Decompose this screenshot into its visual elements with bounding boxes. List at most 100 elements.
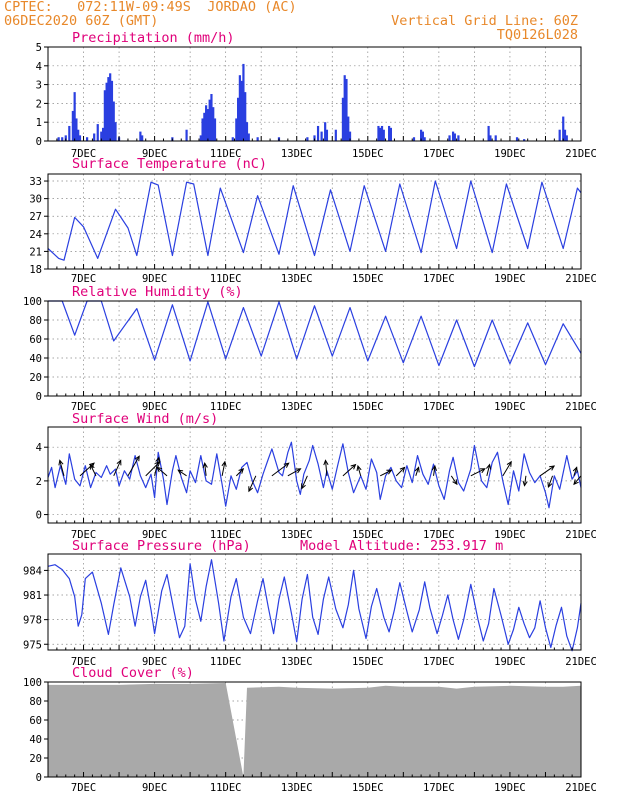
precip-bar: [203, 112, 206, 141]
precip-bar: [231, 137, 234, 141]
precip-bar: [206, 109, 209, 141]
y-tick-label: 21: [29, 246, 42, 258]
wind-arrowhead: [549, 465, 556, 471]
x-tick-label: 15DEC: [352, 529, 384, 541]
y-tick-label: 2: [36, 476, 42, 488]
x-tick-label: 9DEC: [142, 401, 167, 413]
y-tick-label: 100: [23, 677, 42, 689]
precip-bar: [71, 110, 74, 141]
x-tick-label: 19DEC: [494, 656, 526, 668]
precip-bar: [185, 129, 188, 141]
x-tick-label: 17DEC: [423, 401, 455, 413]
y-tick-label: 40: [29, 353, 42, 365]
y-tick-label: 984: [23, 565, 42, 577]
panel-title: Surface Pressure (hPa): [72, 538, 251, 554]
wind-vector: [89, 464, 97, 477]
y-tick-label: 40: [29, 734, 42, 746]
precip-bar: [57, 137, 60, 141]
x-tick-label: 13DEC: [281, 782, 313, 794]
precip-bar: [247, 133, 250, 141]
precip-bar: [494, 135, 497, 141]
precip-bar: [110, 80, 114, 141]
precip-bar: [565, 135, 568, 141]
wind-arrowhead: [116, 459, 122, 466]
precip-bar: [242, 63, 245, 141]
wind-vector: [59, 460, 65, 476]
x-tick-label: 15DEC: [352, 273, 384, 285]
y-tick-label: 5: [36, 42, 42, 54]
wind-arrowhead: [350, 463, 357, 470]
precip-bar: [103, 90, 106, 141]
precip-bar: [139, 131, 142, 141]
precip-bar: [343, 75, 346, 141]
x-tick-label: 17DEC: [423, 273, 455, 285]
precip-bar: [453, 133, 456, 141]
y-tick-label: 0: [36, 136, 42, 148]
y-tick-label: 1: [36, 117, 42, 129]
precip-bar: [379, 127, 382, 141]
wind-vector: [325, 460, 328, 476]
header-grid-note: Vertical Grid Line: 60Z: [391, 13, 578, 29]
series-line: [47, 180, 582, 261]
x-tick-label: 15DEC: [352, 782, 384, 794]
cloud-area: [48, 683, 581, 777]
precip-bar: [341, 97, 345, 141]
x-tick-label: 11DEC: [210, 782, 242, 794]
wind-vector: [524, 475, 527, 486]
series-line: [48, 300, 582, 368]
precip-bar: [100, 131, 103, 141]
precip-bar: [423, 137, 426, 141]
wind-arrowhead: [522, 480, 528, 487]
wind-arrowhead: [202, 462, 208, 469]
wind-vector: [450, 475, 458, 485]
precip-bar: [245, 122, 249, 141]
x-tick-label: 21DEC: [565, 782, 597, 794]
wind-arrowhead: [323, 459, 329, 466]
wind-vector: [113, 460, 122, 477]
precip-bar: [237, 97, 240, 141]
y-tick-label: 100: [23, 296, 42, 308]
y-tick-label: 60: [29, 715, 42, 727]
precip-bar: [256, 137, 259, 141]
x-tick-label: 9DEC: [142, 273, 167, 285]
precip-bar: [377, 125, 380, 141]
series-line: [47, 441, 582, 509]
panel-title: Precipitation (mm/h): [72, 30, 235, 46]
x-tick-label: 7DEC: [71, 401, 96, 413]
wind-vector: [415, 467, 420, 477]
wind-vector: [539, 465, 555, 477]
wind-arrowhead: [506, 460, 512, 467]
precip-bar: [244, 92, 247, 141]
precip-bar: [562, 116, 565, 141]
header-date: 06DEC2020 60Z (GMT): [4, 13, 159, 29]
wind-arrowhead: [221, 460, 227, 467]
precip-bar: [380, 125, 384, 141]
wind-vector: [486, 464, 491, 476]
precip-bar: [141, 135, 144, 141]
y-tick-label: 0: [36, 772, 42, 784]
precip-bar: [382, 129, 385, 141]
y-tick-label: 33: [29, 176, 42, 188]
x-tick-label: 17DEC: [423, 656, 455, 668]
precip-bar: [348, 131, 352, 141]
precip-bar: [96, 124, 99, 141]
x-tick-label: 11DEC: [210, 529, 242, 541]
wind-vector: [248, 475, 257, 492]
precip-bar: [201, 118, 204, 141]
x-tick-label: 15DEC: [352, 148, 384, 160]
wind-vector: [547, 475, 554, 488]
y-tick-label: 981: [23, 590, 42, 602]
y-tick-label: 80: [29, 315, 42, 327]
x-tick-label: 7DEC: [71, 148, 96, 160]
panel-frame: [47, 553, 582, 651]
x-tick-label: 15DEC: [352, 401, 384, 413]
precip-bar: [78, 135, 82, 141]
x-tick-label: 11DEC: [210, 401, 242, 413]
x-tick-label: 15DEC: [352, 656, 384, 668]
precip-bar: [235, 118, 238, 141]
y-tick-label: 27: [29, 211, 42, 223]
precip-bar: [334, 129, 337, 141]
wind-arrowhead: [283, 462, 290, 468]
precip-bar: [320, 131, 323, 141]
